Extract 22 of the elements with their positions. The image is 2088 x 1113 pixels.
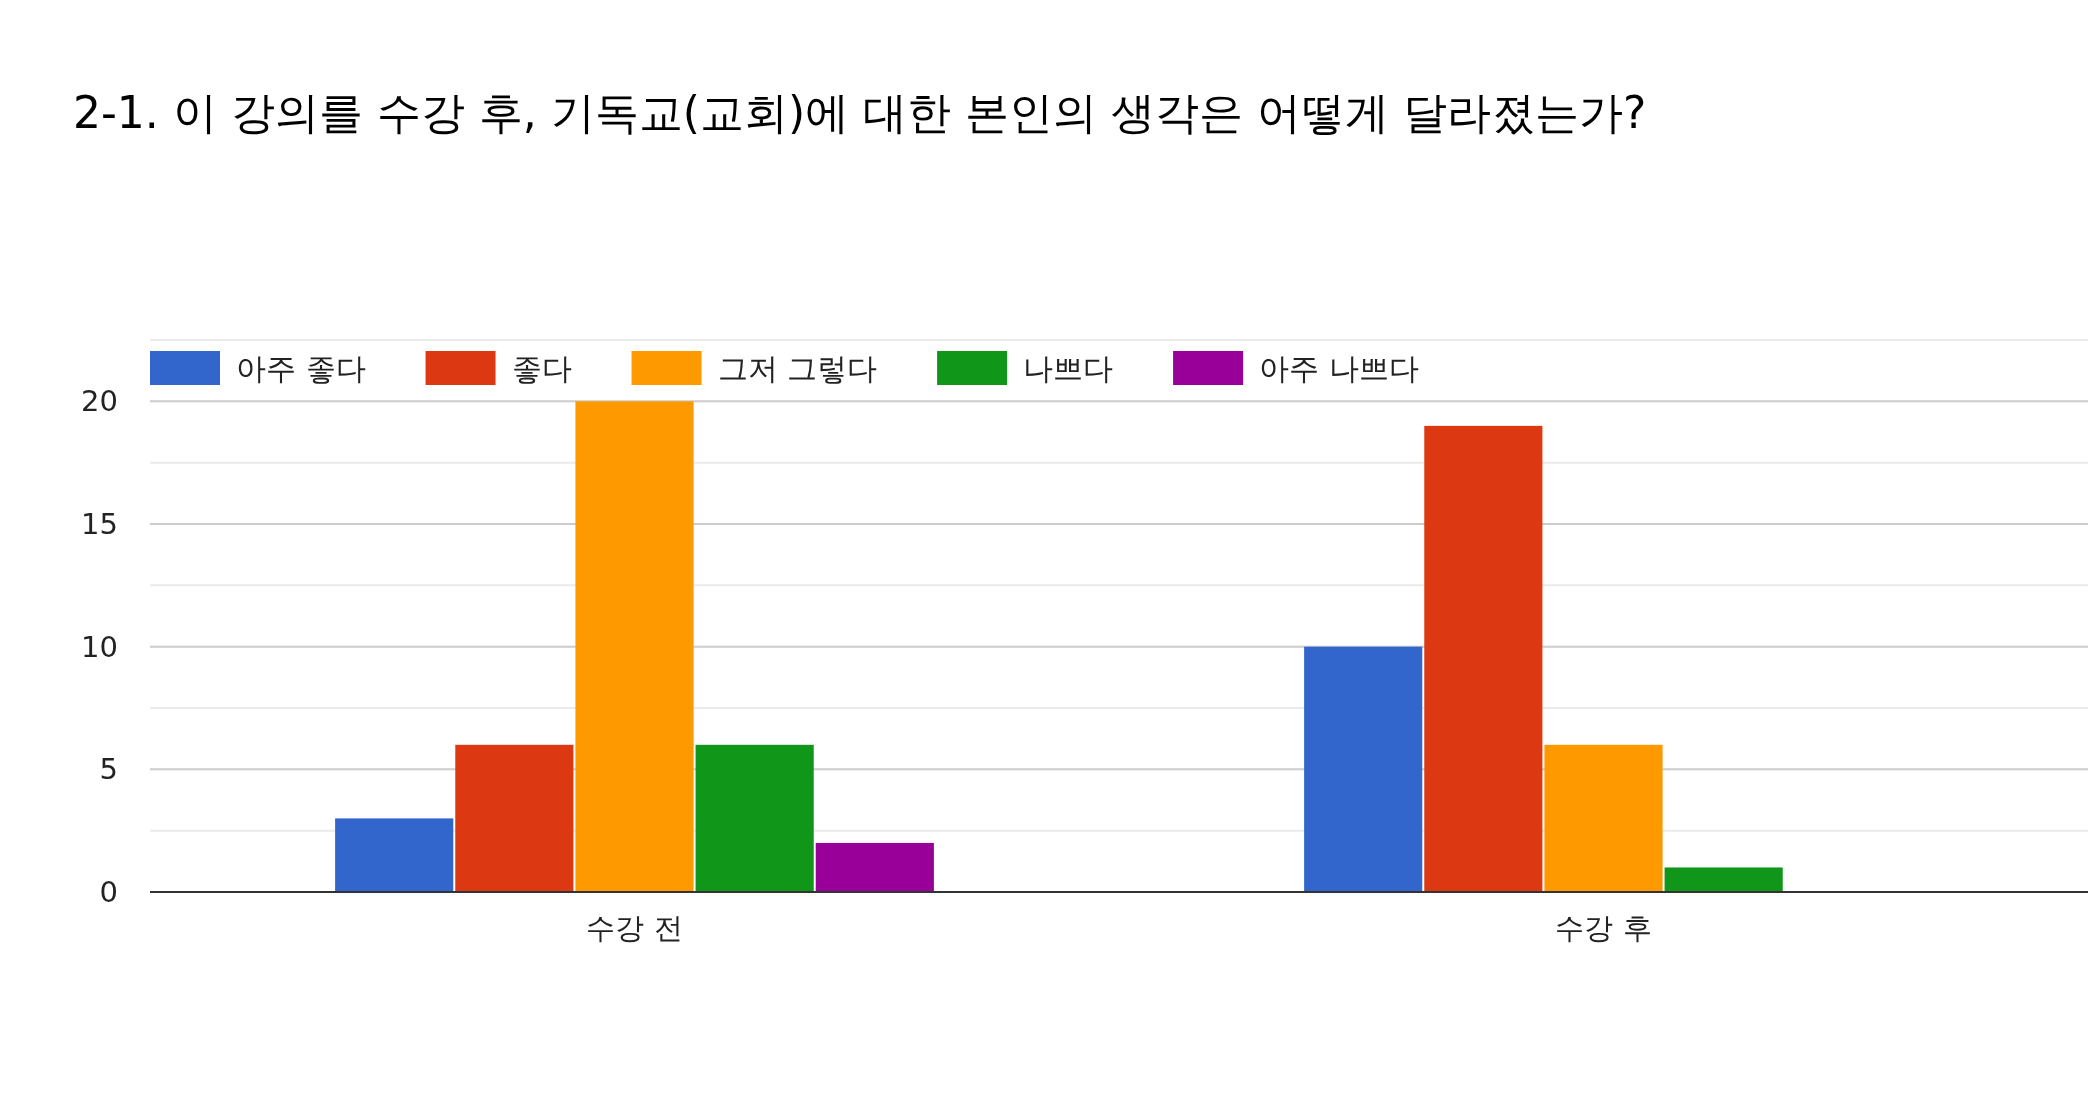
x-tick-label: 수강 후 xyxy=(1555,911,1652,945)
y-tick-label: 10 xyxy=(81,629,118,664)
bar xyxy=(455,744,574,892)
bar xyxy=(815,842,934,892)
chart-title: 2-1. 이 강의를 수강 후, 기독교(교회)에 대한 본인의 생각은 어떻게 달라졌는가? xyxy=(73,87,1647,138)
bar xyxy=(1544,744,1663,892)
legend-label: 아주 좋다 xyxy=(236,351,366,386)
x-tick-label: 수강 전 xyxy=(586,911,683,945)
bar xyxy=(335,818,454,892)
y-tick-label: 20 xyxy=(81,384,118,419)
legend-label: 나쁘다 xyxy=(1023,351,1114,386)
legend-label: 좋다 xyxy=(511,351,572,386)
y-tick-label: 15 xyxy=(81,507,118,541)
bar xyxy=(1664,867,1783,892)
y-tick-label: 5 xyxy=(99,752,118,787)
bar xyxy=(1424,425,1543,892)
bar xyxy=(1304,646,1423,892)
bar xyxy=(695,744,814,892)
bar xyxy=(575,401,694,892)
legend-label: 아주 나쁘다 xyxy=(1259,351,1419,386)
y-tick-label: 0 xyxy=(99,875,118,909)
legend-label: 그저 그렇다 xyxy=(717,351,878,386)
